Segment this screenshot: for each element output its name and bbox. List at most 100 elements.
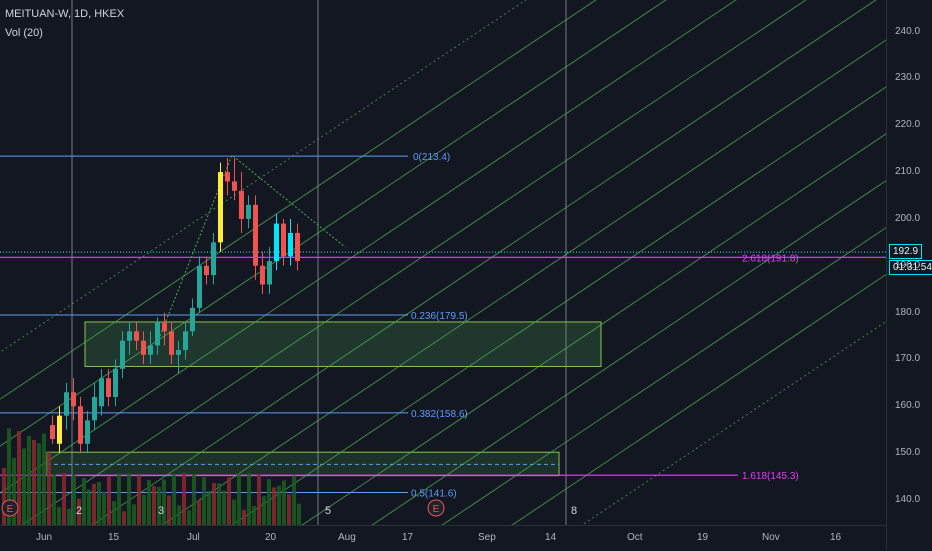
pattern-line	[159, 154, 346, 337]
fib-label: 0(213.4)	[413, 152, 450, 163]
chart-area[interactable]: 0(213.4) 0.236(179.5) 0.382(158.6) 0.5(141.…	[0, 0, 886, 525]
volume-bar	[112, 501, 116, 525]
candle-body	[190, 307, 195, 332]
channel-line	[301, 133, 886, 525]
volume-bar	[197, 500, 201, 525]
volume-bar	[102, 491, 106, 525]
volume-bar	[67, 508, 71, 525]
volume-bar	[287, 494, 291, 525]
time-tick-label: Jul	[187, 532, 200, 543]
volume-bar	[272, 487, 276, 525]
volume-bar	[182, 473, 186, 525]
channel-line	[0, 0, 527, 353]
volume-bar	[117, 473, 121, 525]
price-tick-label: 200.0	[895, 212, 921, 224]
volume-bar	[242, 509, 246, 525]
volume-bar	[2, 468, 6, 525]
candle-body	[232, 181, 237, 191]
candle-body	[141, 340, 146, 355]
volume-bar	[12, 457, 16, 525]
candle-body	[211, 242, 216, 276]
candle-body	[78, 406, 83, 444]
volume-bar	[217, 483, 221, 525]
candle-body	[253, 204, 258, 266]
volume-bar	[82, 477, 86, 525]
volume-bar	[247, 473, 251, 525]
volume-bar	[292, 475, 296, 525]
time-axis[interactable]: Jun 15 Jul 20 Aug 17 Sep 14 Oct 19 Nov 16	[0, 525, 886, 551]
volume-bar	[177, 505, 181, 525]
candle-body	[155, 321, 160, 346]
candle-body	[148, 345, 153, 355]
candle-body	[295, 232, 300, 262]
volume-bar	[212, 482, 216, 525]
channel-line	[0, 0, 737, 494]
volume-bar	[92, 483, 96, 525]
price-tick-label: 210.0	[895, 166, 921, 178]
candle-body	[127, 331, 132, 341]
volume-bar	[22, 448, 26, 525]
candle-body	[183, 331, 188, 351]
volume-bar	[42, 433, 46, 525]
channel-line	[511, 273, 886, 525]
price-tick-label: 240.0	[895, 25, 921, 37]
candle-body	[246, 204, 251, 219]
time-tick-label: Aug	[338, 532, 356, 543]
candle-body	[50, 425, 55, 440]
volume-bar	[62, 473, 66, 525]
volume-bar	[262, 496, 266, 525]
volume-bar	[277, 485, 281, 525]
fib-label: 1.618(145.3)	[742, 471, 799, 482]
wave-label: 3	[158, 505, 164, 517]
candle-body	[267, 261, 272, 285]
price-axis[interactable]: 240.0 230.0 220.0 210.0 200.0 190.0 180.0 170.0…	[886, 0, 932, 550]
volume-bar	[147, 480, 151, 525]
candle-body	[225, 172, 230, 182]
candle-body	[85, 420, 90, 444]
candle-body	[113, 368, 118, 397]
volume-bar	[72, 474, 76, 525]
wave-label: 8	[571, 505, 577, 517]
volume-bar	[257, 474, 261, 525]
volume-bar	[142, 494, 146, 525]
candle-body	[176, 350, 181, 355]
channel-line	[21, 0, 807, 525]
volume-bar	[172, 475, 176, 525]
time-tick-label: Nov	[762, 532, 780, 543]
time-tick-label: Jun	[36, 532, 53, 543]
last-price-tag: 192.9	[889, 244, 923, 260]
volume-legend[interactable]: Vol (20)	[5, 27, 43, 39]
chart-canvas[interactable]: 0(213.4) 0.236(179.5) 0.382(158.6) 0.5(141.…	[0, 0, 886, 525]
channel-line	[581, 320, 886, 525]
volume-bar	[282, 480, 286, 525]
channel-line	[441, 227, 886, 525]
symbol-legend[interactable]: MEITUAN-W, 1D, HKEX	[5, 8, 125, 20]
channel-line	[231, 86, 886, 525]
candle-body	[134, 331, 139, 341]
volume-bar	[17, 430, 21, 525]
candle-body	[281, 223, 286, 257]
volume-bar	[227, 477, 231, 525]
time-tick-label: 19	[697, 532, 709, 543]
earnings-event-label: E	[7, 504, 14, 515]
volume-bar	[47, 452, 51, 525]
price-tick-label: 170.0	[895, 353, 921, 365]
bar-countdown-tag: 01:31:54	[889, 260, 932, 276]
volume-bar	[192, 473, 196, 525]
candle-body	[288, 232, 293, 257]
earnings-event-icon	[427, 499, 445, 517]
candle-body	[64, 392, 69, 416]
channel-line	[0, 0, 667, 447]
volume-bar	[57, 507, 61, 525]
channel-line	[371, 180, 886, 525]
volume-bar	[137, 475, 141, 525]
earnings-event-icon	[1, 499, 19, 517]
volume-bar	[7, 428, 11, 525]
price-tick-label: 160.0	[895, 400, 921, 412]
candle-body	[99, 378, 104, 407]
candle-body	[57, 415, 62, 444]
price-tick-label: 190.0	[895, 259, 921, 271]
candle-body	[274, 223, 279, 262]
volume-bar	[87, 489, 91, 525]
volume-bar	[232, 499, 236, 525]
